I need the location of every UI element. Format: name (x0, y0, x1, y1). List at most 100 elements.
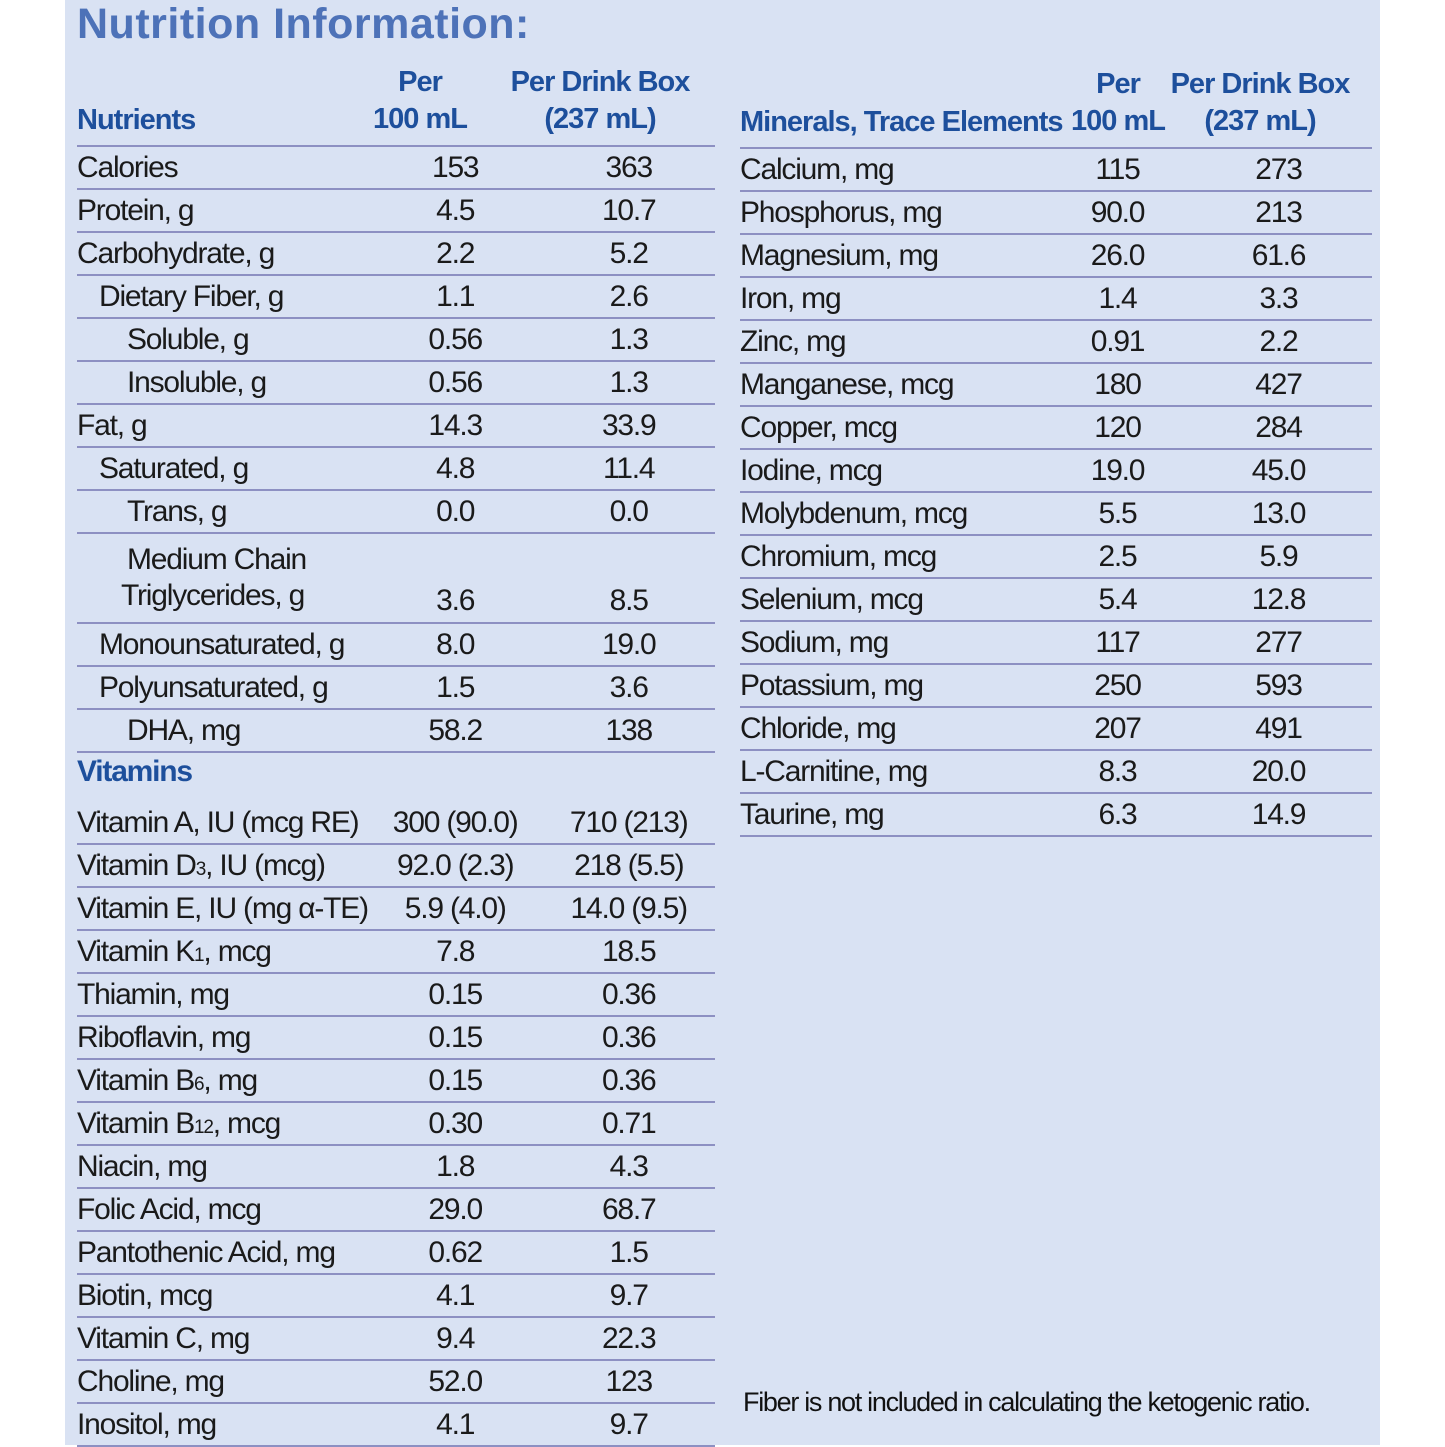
table-row: Iodine, mcg 19.0 45.0 (740, 449, 1372, 493)
table-row: Dietary Fiber, g 1.1 2.6 (77, 275, 715, 319)
table-row: Saturated, g 4.8 11.4 (77, 447, 715, 491)
per-100ml-value: 92.0 (2.3) (367, 844, 543, 888)
per-100ml-value: 115 (1050, 148, 1185, 192)
table-row: Thiamin, mg 0.15 0.36 (77, 973, 715, 1017)
per-100ml-value: 120 (1050, 406, 1185, 450)
header-nutrients: Nutrients (77, 104, 196, 136)
per-100ml-value: 1.8 (367, 1145, 543, 1189)
nutrient-name: Riboflavin, mg (77, 1016, 368, 1060)
per-drink-box-value: 491 (1185, 707, 1372, 751)
per-drink-box-value: 1.5 (542, 1231, 715, 1275)
per-drink-box-value: 11.4 (542, 447, 715, 491)
table-row: Taurine, mg 6.3 14.9 (740, 793, 1372, 837)
per-drink-box-value: 427 (1185, 363, 1372, 407)
nutrient-name: Trans, g (77, 490, 368, 534)
per-100ml-value: 300 (90.0) (367, 802, 543, 845)
table-row: Phosphorus, mg 90.0 213 (740, 191, 1372, 235)
per-drink-box-value: 218 (5.5) (542, 844, 715, 888)
minerals-table: Calcium, mg 115 273 Phosphorus, mg 90.0 213 Ma… (740, 147, 1372, 837)
per-100ml-value: 3.6 (367, 533, 543, 624)
per-drink-box-value: 363 (542, 146, 715, 190)
per-drink-box-value: 18.5 (542, 930, 715, 974)
table-row: Polyunsaturated, g 1.5 3.6 (77, 666, 715, 710)
nutrient-name: Vitamin B6, mg (77, 1059, 368, 1103)
table-row: Riboflavin, mg 0.15 0.36 (77, 1016, 715, 1060)
header-per-drink-box: Per Drink Box (237 mL) (510, 66, 691, 135)
per-100ml-value: 8.3 (1050, 750, 1185, 794)
per-100ml-value: 7.8 (367, 930, 543, 974)
per-drink-box-value: 68.7 (542, 1188, 715, 1232)
nutrient-name: Vitamin B12, mcg (77, 1102, 368, 1146)
nutrient-name: Copper, mcg (740, 406, 1050, 450)
per-drink-box-value: 19.0 (542, 623, 715, 667)
table-row: Choline, mg 52.0 123 (77, 1360, 715, 1404)
nutrient-name: Chromium, mcg (740, 535, 1050, 579)
table-row: Chromium, mcg 2.5 5.9 (740, 535, 1372, 579)
table-row: Vitamin K1, mcg 7.8 18.5 (77, 930, 715, 974)
nutrient-name: Molybdenum, mcg (740, 492, 1050, 536)
header-per-100ml: Per 100 mL (373, 66, 468, 135)
per-100ml-value: 19.0 (1050, 449, 1185, 493)
per-drink-box-value: 9.7 (542, 1274, 715, 1318)
per-100ml-value: 0.15 (367, 973, 543, 1017)
per-drink-box-value: 22.3 (542, 1317, 715, 1361)
nutrient-name: Folic Acid, mcg (77, 1188, 368, 1232)
nutrient-name: Calories (77, 146, 368, 190)
per-100ml-value: 0.15 (367, 1059, 543, 1103)
per-drink-box-value: 3.3 (1185, 277, 1372, 321)
header-minerals: Minerals, Trace Elements (740, 106, 1064, 138)
per-drink-box-value: 1.3 (542, 361, 715, 405)
footnote: Fiber is not included in calculating the… (743, 1387, 1311, 1417)
table-row: Carbohydrate, g 2.2 5.2 (77, 232, 715, 276)
per-100ml-value: 4.5 (367, 189, 543, 233)
table-row: Iron, mg 1.4 3.3 (740, 277, 1372, 321)
nutrient-name: Vitamin E, IU (mg α-TE) (77, 887, 369, 931)
per-drink-box-value: 138 (542, 709, 715, 753)
per-drink-box-value: 277 (1185, 621, 1372, 665)
per-100ml-value: 207 (1050, 707, 1185, 751)
per-drink-box-value: 2.6 (542, 275, 715, 319)
table-row: Biotin, mcg 4.1 9.7 (77, 1274, 715, 1318)
per-drink-box-value: 593 (1185, 664, 1372, 708)
per-100ml-value: 1.4 (1050, 277, 1185, 321)
table-row: Chloride, mg 207 491 (740, 707, 1372, 751)
per-100ml-value: 2.5 (1050, 535, 1185, 579)
nutrient-name: Inositol, mg (77, 1403, 368, 1447)
table-row: L-Carnitine, mg 8.3 20.0 (740, 750, 1372, 794)
per-drink-box-value: 9.7 (542, 1403, 715, 1447)
table-row: DHA, mg 58.2 138 (77, 709, 715, 753)
table-row: Selenium, mcg 5.4 12.8 (740, 578, 1372, 622)
table-row: Protein, g 4.5 10.7 (77, 189, 715, 233)
nutrient-name: Soluble, g (77, 318, 368, 362)
per-drink-box-value: 12.8 (1185, 578, 1372, 622)
per-100ml-value: 153 (367, 146, 543, 190)
page-title: Nutrition Information: (77, 0, 530, 48)
table-row: Manganese, mcg 180 427 (740, 363, 1372, 407)
vitamins-section: Vitamins (77, 752, 715, 802)
per-100ml-value: 8.0 (367, 623, 543, 667)
header-per-100ml-right: Per 100 mL (1071, 68, 1166, 137)
per-100ml-value: 250 (1050, 664, 1185, 708)
nutrient-name: Taurine, mg (740, 793, 1050, 837)
nutrient-name: Vitamin D3, IU (mcg) (77, 844, 368, 888)
per-drink-box-value: 1.3 (542, 318, 715, 362)
table-row: Trans, g 0.0 0.0 (77, 490, 715, 534)
table-row: Calories 153 363 (77, 146, 715, 190)
per-drink-box-value: 13.0 (1185, 492, 1372, 536)
nutrient-name: Iron, mg (740, 277, 1050, 321)
table-row: Vitamin C, mg 9.4 22.3 (77, 1317, 715, 1361)
table-row: Calcium, mg 115 273 (740, 148, 1372, 192)
per-100ml-value: 4.1 (367, 1403, 543, 1447)
nutrient-name: Choline, mg (77, 1360, 368, 1404)
table-row: Magnesium, mg 26.0 61.6 (740, 234, 1372, 278)
table-row: Insoluble, g 0.56 1.3 (77, 361, 715, 405)
per-100ml-value: 0.56 (367, 318, 543, 362)
per-drink-box-value: 284 (1185, 406, 1372, 450)
per-100ml-value: 5.4 (1050, 578, 1185, 622)
nutrient-name: Dietary Fiber, g (77, 275, 368, 319)
per-drink-box-value: 3.6 (542, 666, 715, 710)
nutrient-name: DHA, mg (77, 709, 368, 753)
table-row: Niacin, mg 1.8 4.3 (77, 1145, 715, 1189)
per-drink-box-value: 2.2 (1185, 320, 1372, 364)
nutrient-name: Medium Chain Triglycerides, g (77, 533, 368, 624)
